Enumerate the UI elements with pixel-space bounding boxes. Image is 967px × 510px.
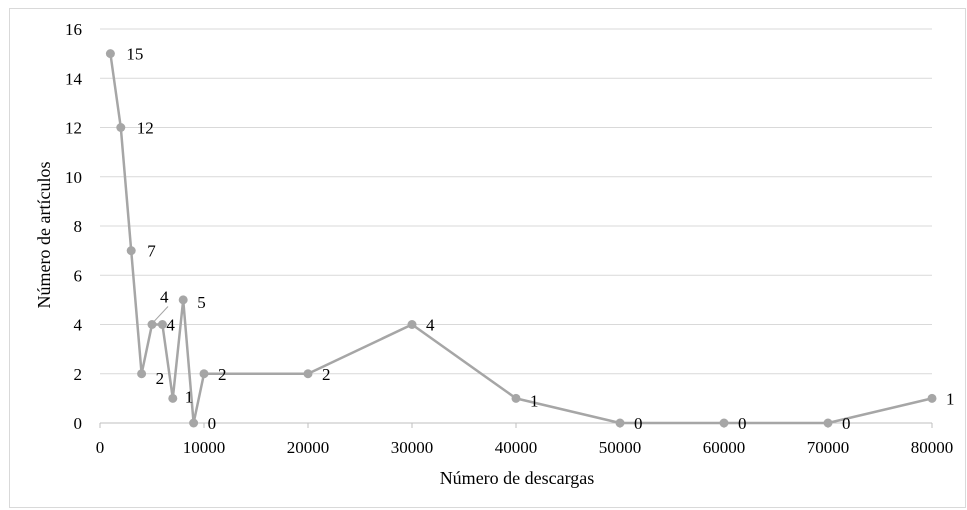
data-label: 2 [156, 369, 165, 388]
y-tick-label: 4 [74, 316, 83, 335]
data-label: 7 [147, 242, 156, 261]
x-tick-label: 20000 [287, 438, 330, 457]
x-axis-title: Número de descargas [440, 468, 595, 488]
y-tick-label: 10 [65, 168, 82, 187]
data-label: 0 [208, 414, 217, 433]
y-tick-label: 12 [65, 119, 82, 138]
data-point [105, 49, 115, 59]
x-tick-label: 40000 [495, 438, 538, 457]
data-point [126, 246, 136, 256]
data-label: 2 [322, 365, 331, 384]
data-label: 1 [530, 391, 539, 410]
y-tick-label: 14 [65, 69, 83, 88]
data-point [189, 418, 199, 428]
data-label: 4 [160, 288, 169, 307]
data-point [303, 369, 313, 379]
x-tick-label: 60000 [703, 438, 746, 457]
data-label: 12 [137, 119, 154, 138]
y-tick-label: 8 [74, 217, 83, 236]
data-point [199, 369, 209, 379]
series-line-group [109, 53, 933, 425]
data-point [178, 295, 188, 305]
y-tick-label: 0 [74, 414, 83, 433]
data-label: 1 [185, 387, 194, 406]
x-tick-label: 30000 [391, 438, 434, 457]
data-label: 0 [738, 414, 747, 433]
y-tick-label: 2 [74, 365, 83, 384]
data-point [511, 393, 521, 403]
series-line [109, 53, 933, 425]
data-point [137, 369, 147, 379]
label-leader-line [153, 306, 169, 322]
data-points [105, 49, 937, 428]
data-point [719, 418, 729, 428]
y-tick-label: 16 [65, 20, 82, 39]
x-tick-label: 50000 [599, 438, 642, 457]
data-point [168, 393, 178, 403]
data-point [823, 418, 833, 428]
x-tick-label: 0 [96, 438, 105, 457]
gridlines [100, 28, 932, 375]
data-label: 0 [842, 414, 851, 433]
chart-frame [9, 8, 966, 508]
data-label: 4 [166, 316, 175, 335]
data-label: 2 [218, 365, 227, 384]
data-label: 5 [197, 293, 206, 312]
y-axis-title: Número de artículos [34, 162, 54, 309]
data-label: 15 [126, 45, 143, 64]
data-point [147, 320, 157, 329]
data-label: 1 [946, 389, 955, 408]
x-tick-label: 10000 [183, 438, 226, 457]
data-label: 4 [426, 316, 435, 335]
data-label: 0 [634, 414, 643, 433]
data-point [407, 320, 417, 329]
data-point [157, 320, 167, 329]
data-point [116, 123, 126, 132]
data-point [615, 418, 625, 428]
x-tick-label: 80000 [911, 438, 954, 457]
x-tick-label: 70000 [807, 438, 850, 457]
data-point [927, 393, 937, 403]
y-tick-label: 6 [74, 266, 83, 285]
